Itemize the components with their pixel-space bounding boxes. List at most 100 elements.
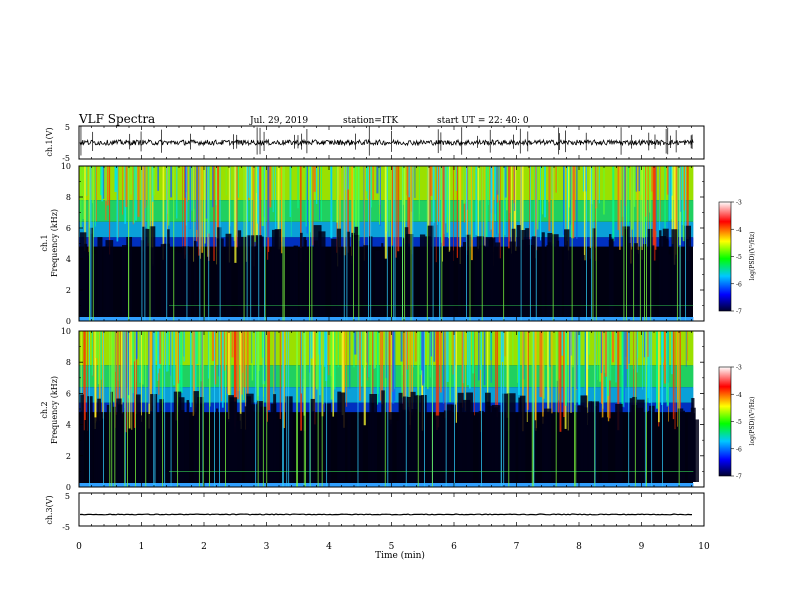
spectrogram-streak	[600, 331, 602, 374]
spectrogram-streak	[184, 166, 186, 259]
spectrogram-dark-region	[140, 240, 145, 316]
spectrogram-streak	[141, 166, 144, 252]
spectrogram-streak	[105, 166, 107, 201]
spectrogram-streak	[567, 166, 570, 261]
spectrogram-dark-region	[251, 411, 256, 482]
spectrogram-streak	[561, 331, 564, 356]
spectrogram-dark-region	[337, 391, 342, 482]
spectrogram-dark-region	[558, 246, 562, 316]
spectrogram-streak	[269, 166, 272, 208]
spectrogram-streak	[656, 331, 659, 409]
spectrogram-dark-region	[97, 398, 102, 482]
spectrogram-streak	[250, 166, 252, 261]
spectrogram-streak	[607, 331, 608, 400]
spectrogram-dark-region	[684, 225, 692, 316]
spectrogram-streak	[563, 331, 565, 418]
spectrogram-streak	[467, 331, 469, 386]
spectrogram-streak	[477, 166, 479, 252]
spectrogram-dark-region	[164, 417, 172, 482]
spectrogram-streak	[127, 331, 130, 396]
spectrogram-streak	[263, 166, 265, 218]
spectrogram-streak	[461, 331, 464, 408]
spectrogram-streak	[108, 166, 111, 255]
spectrogram-dark-region	[381, 390, 386, 482]
ch1-waveform-ytick-bottom: -5	[62, 154, 70, 163]
spectrogram-dark-region	[313, 240, 319, 316]
spectrogram-streak	[351, 166, 352, 264]
spectrogram-streak	[409, 331, 411, 426]
spectrogram-streak	[159, 331, 161, 365]
spectrogram-streak	[135, 331, 138, 359]
spectrogram-streak	[390, 331, 392, 425]
ch2-spectrogram-image	[79, 331, 699, 487]
spectrogram-streak	[678, 166, 680, 222]
spectrogram-streak	[132, 166, 134, 225]
spectrogram-dark-region	[235, 420, 241, 482]
station-label: station=ITK	[343, 116, 398, 126]
ch1-waveform-trace	[79, 138, 694, 147]
spectrogram-dark-region	[111, 406, 116, 482]
spectrogram-dark-region	[631, 404, 638, 482]
spectrogram-streak	[220, 331, 223, 402]
spectrogram-streak	[659, 166, 661, 222]
spectrogram-streak	[334, 331, 336, 390]
spectrogram-streak	[466, 166, 468, 256]
spectrogram-streak	[241, 331, 244, 373]
spectrogram-dark-region	[304, 240, 307, 316]
spectrogram-streak	[261, 331, 264, 358]
y-tick-label: 10	[61, 162, 71, 171]
spectrogram-dark-region	[504, 417, 510, 482]
spectrogram-streak	[445, 166, 447, 224]
spectrogram-band-transition	[79, 402, 694, 413]
spectrogram-dark-region	[143, 228, 148, 316]
spectrogram-streak	[490, 166, 492, 230]
spectrogram-streak	[597, 331, 598, 380]
spectrogram-dark-region	[138, 415, 143, 482]
spectrogram-streak	[289, 166, 291, 218]
ch1-colorbar-ticks: -3 -4 -5 -6 -7	[731, 200, 742, 316]
spectrogram-streak	[446, 331, 449, 382]
spectrogram-streak	[141, 331, 143, 422]
spectrogram-dark-region	[176, 252, 182, 316]
spectrogram-streak	[474, 331, 475, 416]
spectrogram-streak	[536, 166, 539, 230]
x-tick-label: 1	[139, 542, 145, 552]
spectrogram-streak	[572, 166, 575, 239]
spectrogram-streak	[300, 331, 303, 394]
spectrogram-dark-region	[363, 245, 371, 316]
spectrogram-dark-region	[244, 406, 247, 482]
spectrogram-streak	[615, 331, 617, 383]
spectrogram-streak	[225, 166, 227, 196]
spectrogram-streak	[587, 331, 591, 355]
spectrogram-streak	[484, 166, 486, 247]
spectrogram-streak	[235, 166, 238, 248]
spectrogram-streak	[661, 331, 664, 405]
spectrogram-streak	[94, 166, 96, 227]
spectrogram-dark-region	[386, 412, 393, 482]
spectrogram-streak	[135, 166, 137, 221]
spectrogram-streak	[137, 166, 140, 217]
spectrogram-streak	[544, 166, 547, 218]
spectrogram-streak	[205, 166, 208, 219]
spectrogram-streak	[186, 166, 189, 202]
colorbar-tick-label: -4	[736, 392, 742, 399]
spectrogram-streak	[654, 166, 657, 250]
colorbar-tick-label: -7	[736, 474, 742, 481]
ch1-colorbar-label: log(PSD)(V²/Hz)	[749, 232, 756, 281]
spectrogram-streak	[421, 331, 424, 386]
spectrogram-streak	[677, 331, 679, 427]
spectrogram-streak	[116, 331, 119, 401]
spectrogram-dark-region	[474, 248, 482, 316]
spectrogram-streak	[366, 331, 368, 363]
spectrogram-streak	[406, 166, 409, 196]
spectrogram-dark-region	[633, 243, 638, 316]
spectrogram-dark-region	[280, 253, 283, 316]
spectrogram-streak	[337, 331, 339, 368]
spectrogram-streak	[215, 166, 218, 206]
spectrogram-streak	[214, 331, 217, 385]
spectrogram-streak	[470, 166, 473, 261]
spectrogram-dark-region	[541, 232, 545, 316]
spectrogram-streak	[243, 331, 245, 388]
spectrogram-streak	[86, 166, 88, 196]
ch3-waveform-ytick-top: 5	[65, 492, 70, 501]
